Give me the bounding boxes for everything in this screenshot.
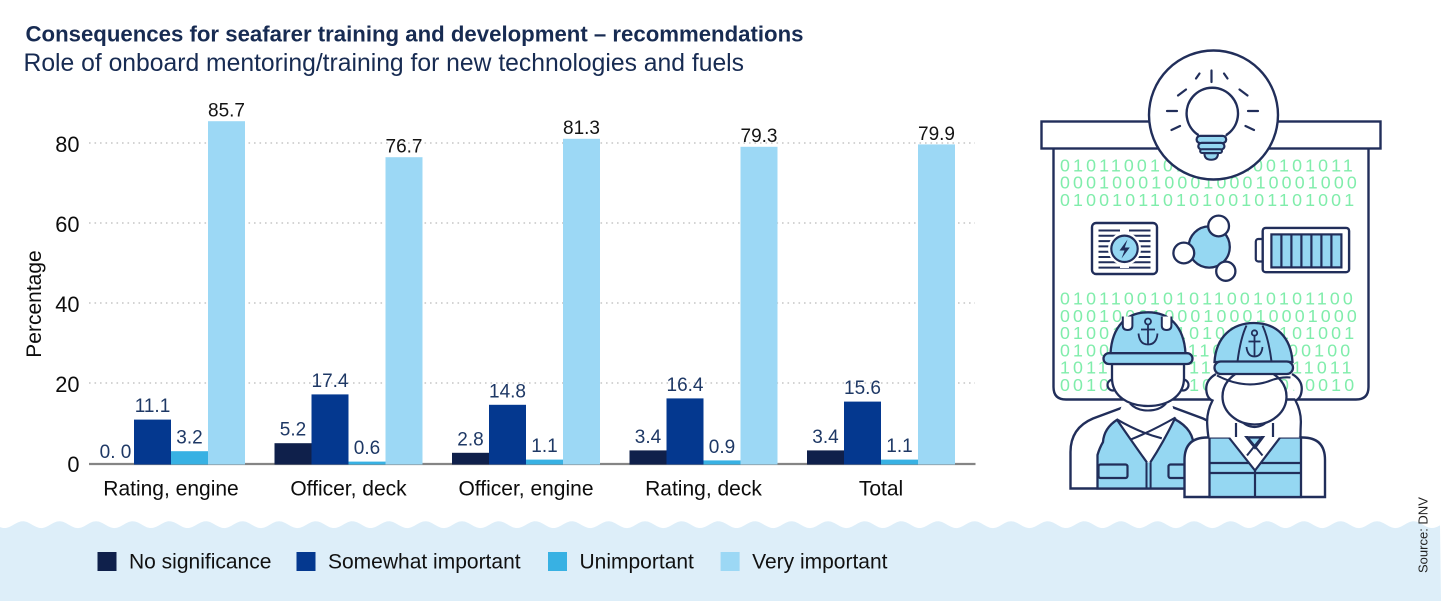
svg-text:Rating, deck: Rating, deck — [645, 478, 762, 501]
svg-text:Officer, engine: Officer, engine — [458, 478, 593, 501]
svg-text:17.4: 17.4 — [312, 371, 349, 392]
svg-text:0.9: 0.9 — [709, 437, 735, 458]
svg-text:Role of onboard mentoring/trai: Role of onboard mentoring/training for n… — [24, 50, 745, 77]
svg-text:0. 0: 0. 0 — [100, 442, 132, 463]
svg-text:Total: Total — [859, 478, 903, 501]
svg-text:79.9: 79.9 — [918, 124, 955, 145]
svg-text:Source: DNV: Source: DNV — [1416, 497, 1431, 573]
svg-text:Rating, engine: Rating, engine — [103, 478, 238, 501]
svg-text:01011001010110010101100: 01011001010110010101100 — [1060, 289, 1356, 309]
svg-text:3.2: 3.2 — [176, 428, 202, 449]
svg-text:2.8: 2.8 — [457, 429, 483, 450]
svg-text:60: 60 — [55, 212, 79, 237]
svg-text:1.1: 1.1 — [886, 436, 912, 457]
svg-text:1.1: 1.1 — [531, 436, 557, 457]
svg-text:00010001000100010001000: 00010001000100010001000 — [1060, 173, 1360, 193]
svg-text:Very important: Very important — [752, 551, 888, 574]
svg-text:0.6: 0.6 — [354, 438, 380, 459]
svg-text:14.8: 14.8 — [489, 381, 526, 402]
svg-text:81.3: 81.3 — [563, 118, 600, 139]
svg-text:76.7: 76.7 — [386, 137, 423, 158]
svg-text:Somewhat important: Somewhat important — [328, 551, 521, 574]
svg-text:Unimportant: Unimportant — [580, 551, 695, 574]
svg-text:79.3: 79.3 — [741, 126, 778, 147]
svg-text:3.4: 3.4 — [812, 427, 839, 448]
svg-text:Officer, deck: Officer, deck — [290, 478, 407, 501]
svg-text:15.6: 15.6 — [844, 378, 881, 399]
svg-text:5.2: 5.2 — [280, 420, 306, 441]
svg-text:40: 40 — [55, 292, 79, 317]
svg-text:80: 80 — [55, 132, 79, 157]
svg-text:No significance: No significance — [129, 551, 271, 574]
svg-text:11.1: 11.1 — [135, 396, 171, 417]
svg-text:20: 20 — [55, 372, 79, 397]
svg-text:3.4: 3.4 — [635, 427, 662, 448]
svg-text:16.4: 16.4 — [667, 375, 704, 396]
svg-text:01001011010100101101001: 01001011010100101101001 — [1060, 190, 1357, 210]
svg-text:Percentage: Percentage — [23, 250, 46, 357]
svg-text:0: 0 — [67, 452, 79, 477]
svg-text:85.7: 85.7 — [208, 101, 245, 122]
svg-text:Consequences for seafarer trai: Consequences for seafarer training and d… — [26, 22, 804, 47]
